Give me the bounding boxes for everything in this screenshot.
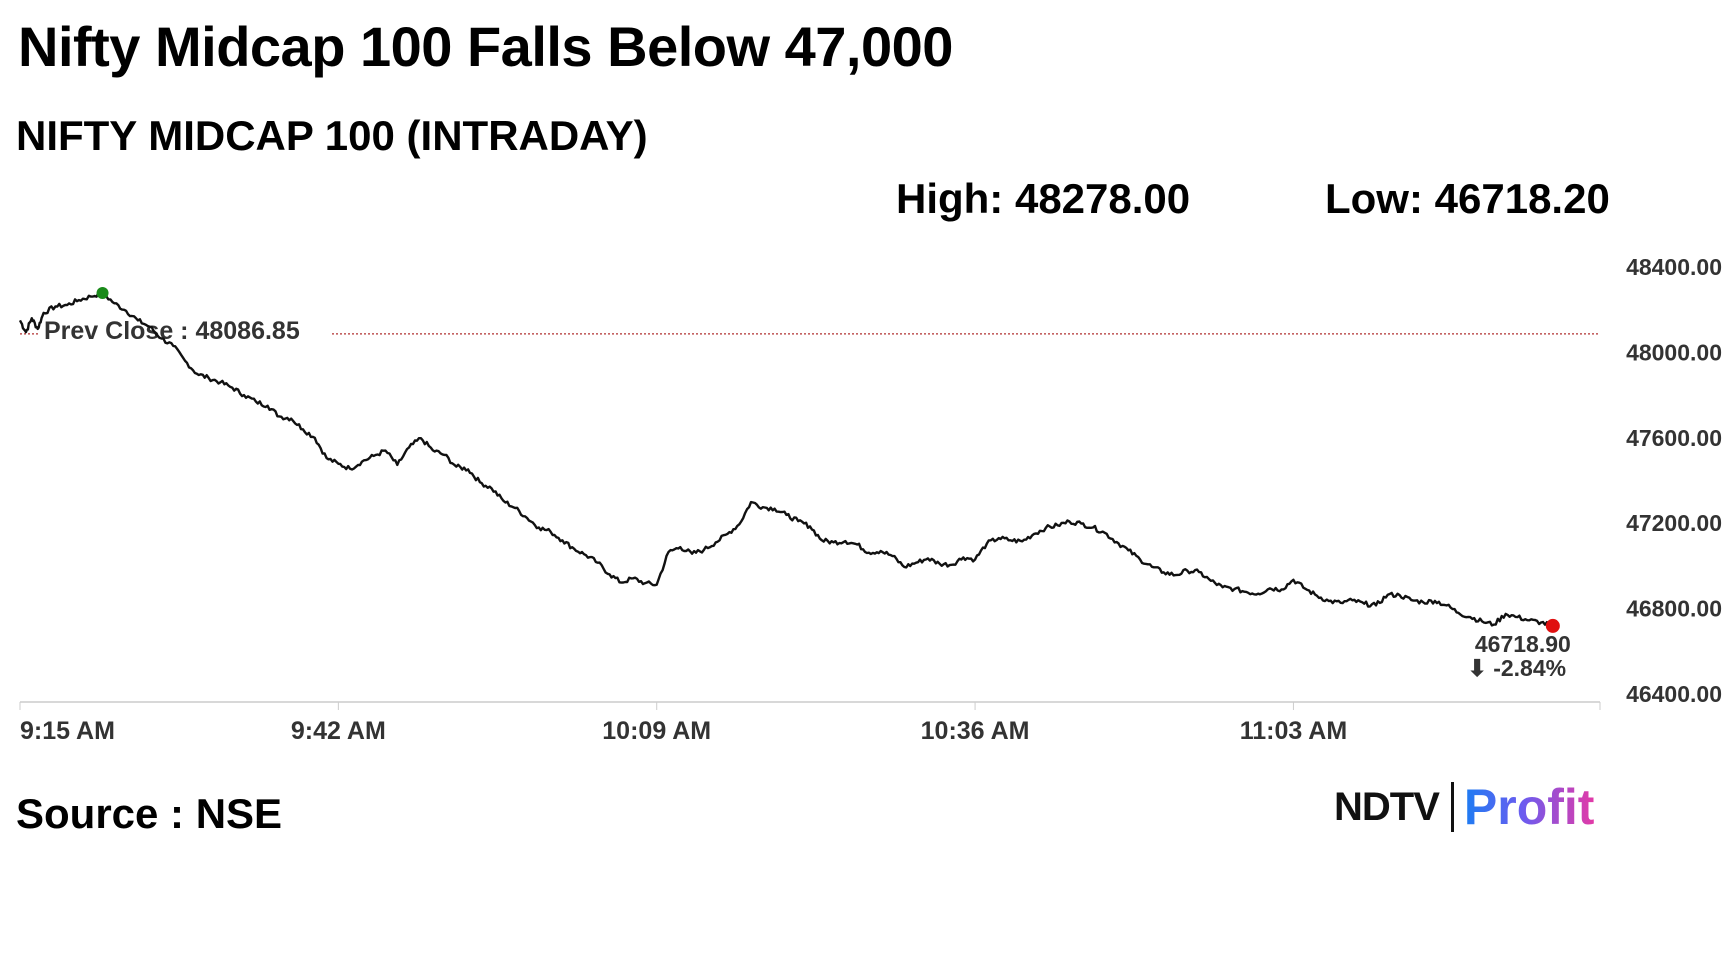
y-tick-label: 47200.00 — [1626, 510, 1722, 536]
x-tick-label: 9:42 AM — [291, 717, 386, 745]
y-axis-ticks: 48400.00 48000.00 47600.00 47200.00 46800.00… — [1626, 254, 1722, 707]
logo-ndtv-text: NDTV — [1334, 784, 1440, 829]
headline: Nifty Midcap 100 Falls Below 47,000 — [18, 15, 953, 78]
last-value-label: 46718.90 — [1475, 631, 1571, 657]
y-tick-label: 47600.00 — [1626, 425, 1722, 451]
y-tick-label: 46800.00 — [1626, 596, 1722, 622]
high-point-marker — [96, 287, 109, 300]
chart-subtitle: NIFTY MIDCAP 100 (INTRADAY) — [16, 112, 648, 159]
prev-close-label-bg — [40, 309, 330, 342]
series-line — [18, 291, 1554, 627]
x-tick-label: 10:36 AM — [921, 717, 1030, 745]
x-tick-label: 9:15 AM — [20, 717, 115, 745]
x-axis-ticks: 9:15 AM 9:42 AM 10:09 AM 10:36 AM 11:03 AM — [19, 702, 1601, 745]
logo-divider — [1450, 782, 1454, 832]
day-low-label: Low: 46718.20 — [1325, 175, 1610, 222]
y-tick-label: 46400.00 — [1626, 681, 1722, 707]
prev-close-label: Prev Close : 48086.85 — [44, 317, 300, 345]
day-high-label: High: 48278.00 — [896, 175, 1191, 222]
y-tick-label: 48000.00 — [1626, 339, 1722, 365]
x-tick-label: 11:03 AM — [1240, 717, 1347, 745]
y-tick-label: 48400.00 — [1626, 254, 1722, 280]
change-percent-label: ⬇ -2.84% — [1468, 655, 1567, 681]
last-point-marker — [1545, 618, 1560, 633]
source-note: Source : NSE — [16, 790, 283, 837]
x-tick-label: 10:09 AM — [602, 717, 711, 745]
ndtv-profit-logo: NDTV Profit — [1334, 778, 1594, 836]
logo-profit-text: Profit — [1463, 779, 1595, 835]
